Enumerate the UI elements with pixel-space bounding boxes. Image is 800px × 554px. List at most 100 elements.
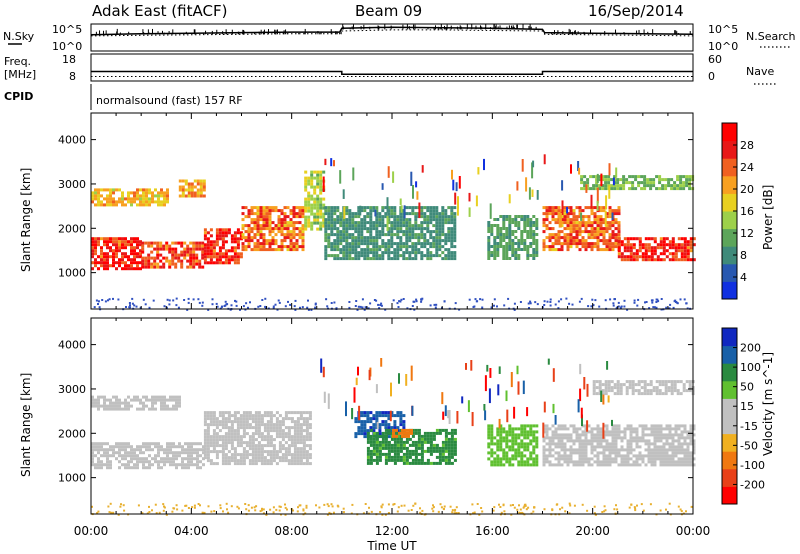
heatmap-cell (535, 442, 539, 446)
heatmap-cell (686, 433, 690, 437)
heatmap-cell (545, 448, 549, 452)
heatmap-cell (662, 243, 666, 247)
heatmap-cell (241, 212, 245, 216)
heatmap-cell (535, 436, 539, 440)
heatmap-cell (605, 239, 609, 243)
heatmap-cell (259, 245, 263, 249)
heatmap-cell (584, 454, 588, 458)
heatmap-cell (381, 221, 385, 225)
heatmap-cell (665, 451, 669, 455)
heatmap-cell (97, 240, 100, 244)
heatmap-cell (333, 233, 337, 237)
heatmap-cell (499, 460, 503, 464)
heatmap-cell (293, 411, 297, 415)
heatmap-cell (322, 197, 326, 201)
heatmap-cell (617, 233, 621, 237)
nsky-label: N.Sky (3, 30, 35, 43)
heatmap-cell (268, 212, 272, 216)
heatmap-cell (601, 178, 605, 182)
heatmap-cell (342, 230, 346, 234)
heatmap-cell (206, 438, 210, 442)
heatmap-cell (206, 432, 210, 436)
heatmap-cell (162, 256, 166, 260)
heatmap-cell (181, 457, 184, 461)
heatmap-cell (590, 442, 594, 446)
heatmap-cell (354, 254, 358, 258)
heatmap-cell (141, 256, 145, 260)
heatmap-cell (181, 445, 184, 449)
heatmap-cell (532, 433, 536, 437)
heatmap-cell (517, 451, 521, 455)
heatmap-cell (112, 255, 115, 259)
heatmap-cell (115, 261, 118, 265)
heatmap-cell (619, 184, 623, 188)
heatmap-cell (115, 243, 118, 247)
heatmap-cell (181, 460, 184, 464)
heatmap-cell (202, 457, 205, 461)
heatmap-cell (251, 420, 255, 424)
heatmap-cell (275, 432, 279, 436)
heatmap-cell (112, 237, 115, 241)
heatmap-cell (245, 423, 249, 427)
heatmap-cell (677, 451, 681, 455)
heatmap-cell (629, 427, 633, 431)
heatmap-cell (587, 439, 591, 443)
heatmap-cell (360, 423, 364, 427)
heatmap-cell (233, 414, 237, 418)
heatmap-cell (178, 451, 181, 455)
heatmap-cell (441, 251, 445, 255)
scatter-cell (339, 170, 342, 184)
heatmap-cell (502, 430, 506, 434)
colorbar-segment (722, 246, 737, 265)
heatmap-cell (396, 434, 400, 438)
heatmap-cell (245, 441, 249, 445)
heatmap-cell (206, 240, 210, 244)
heatmap-cell (688, 187, 692, 191)
heatmap-cell (402, 257, 406, 261)
heatmap-cell (685, 389, 689, 393)
heatmap-cell (242, 432, 246, 436)
scatter-cell (458, 176, 461, 189)
heatmap-cell (212, 417, 216, 421)
heatmap-cell (551, 212, 555, 216)
heatmap-cell (617, 206, 621, 210)
heatmap-cell (115, 267, 118, 271)
heatmap-cell (499, 245, 503, 248)
heatmap-cell (289, 248, 293, 252)
heatmap-cell (327, 233, 331, 237)
heatmap-cell (578, 221, 582, 225)
heatmap-cell (257, 447, 261, 451)
heatmap-cell (526, 436, 530, 440)
heatmap-cell (327, 242, 331, 246)
heatmap-cell (689, 430, 693, 434)
heatmap-cell (242, 420, 246, 424)
noise-cell (472, 306, 475, 308)
heatmap-cell (209, 252, 213, 256)
heatmap-cell (566, 448, 570, 452)
heatmap-cell (203, 411, 207, 415)
heatmap-cell (284, 459, 288, 463)
heatmap-cell (646, 181, 650, 185)
heatmap-cell (115, 395, 118, 399)
heatmap-cell (360, 239, 364, 243)
heatmap-cell (247, 224, 251, 228)
heatmap-cell (103, 401, 106, 405)
heatmap-cell (575, 427, 579, 431)
heatmap-cell (611, 430, 615, 434)
heatmap-cell (157, 398, 160, 402)
heatmap-cell (545, 227, 549, 231)
noise-cell (565, 297, 568, 300)
heatmap-cell (444, 437, 448, 441)
heatmap-cell (493, 224, 497, 227)
heatmap-cell (432, 431, 436, 435)
heatmap-cell (198, 247, 202, 251)
heatmap-cell (196, 466, 199, 470)
heatmap-cell (438, 446, 442, 450)
heatmap-cell (551, 424, 555, 428)
heatmap-cell (402, 233, 406, 237)
heatmap-cell (292, 206, 296, 210)
heatmap-cell (596, 242, 600, 246)
heatmap-cell (680, 442, 684, 446)
heatmap-cell (641, 258, 645, 262)
noise-cell (249, 301, 251, 304)
